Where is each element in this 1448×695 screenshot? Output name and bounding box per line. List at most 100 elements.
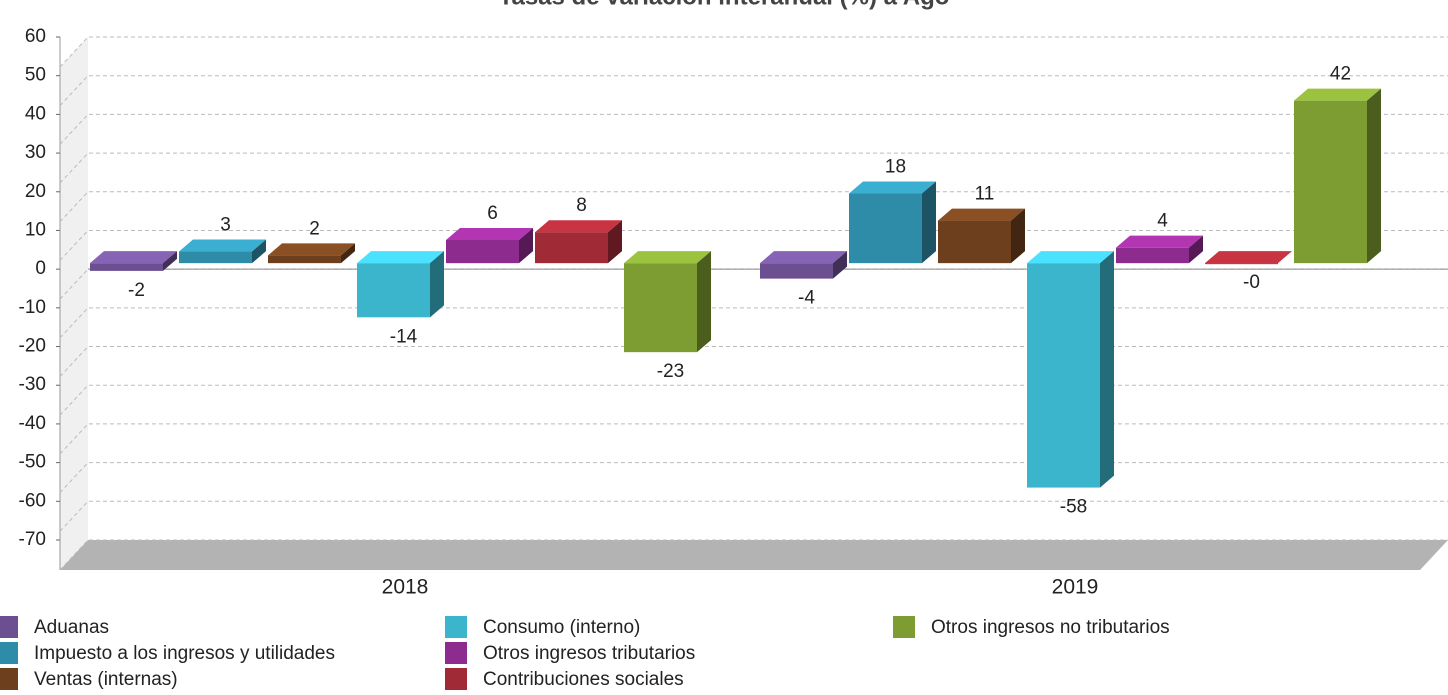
value-label: 8 [576, 195, 587, 216]
bar [624, 251, 711, 353]
value-label: -58 [1060, 497, 1087, 518]
bar-top [179, 239, 266, 252]
y-tick-label: 40 [25, 103, 46, 124]
bar-top [1294, 88, 1381, 101]
grid-line [59, 384, 1448, 416]
grid-line [59, 36, 1448, 68]
bar-side [922, 181, 936, 264]
legend-swatch [445, 668, 467, 690]
bar-top [760, 251, 847, 264]
grid-line [59, 346, 1448, 377]
grid-line [59, 191, 1448, 223]
legend-swatch [445, 616, 467, 638]
legend-swatch [893, 616, 915, 638]
grid-line [59, 307, 1448, 339]
value-label: -2 [128, 280, 145, 301]
x-tick-label: 2018 [382, 576, 429, 599]
legend-swatch [0, 642, 18, 664]
value-label: 6 [487, 203, 498, 224]
legend-label: Aduanas [34, 617, 109, 638]
side-wall [60, 37, 88, 570]
bar [938, 208, 1025, 264]
bar [1027, 251, 1114, 488]
bar-side [608, 220, 622, 264]
bar [1294, 88, 1381, 264]
bar-side [1189, 235, 1203, 264]
legend-label: Contribuciones sociales [483, 669, 684, 690]
grid-line [59, 423, 1448, 455]
bar-front [1027, 263, 1100, 488]
bar-top [624, 251, 711, 264]
bar-side [1367, 88, 1381, 264]
value-label: 18 [885, 157, 906, 178]
bar-front [179, 251, 252, 264]
bar [535, 220, 622, 264]
y-tick-label: 10 [25, 219, 46, 240]
floor [60, 540, 1448, 570]
bar-front [1294, 100, 1367, 264]
bar-front [760, 263, 833, 279]
legend-swatch [0, 616, 18, 638]
bar [849, 181, 936, 264]
y-tick-label: 30 [25, 142, 46, 163]
value-label: -23 [657, 361, 684, 382]
grid-line [59, 268, 1448, 300]
value-label: -14 [390, 326, 418, 347]
value-label: 3 [220, 215, 231, 236]
bar-top [535, 220, 622, 233]
bar-top [90, 251, 177, 264]
y-tick-label: 0 [35, 258, 46, 279]
legend-label: Impuesto a los ingresos y utilidades [34, 643, 335, 664]
bar-side [833, 251, 847, 279]
bar-top [357, 251, 444, 264]
bar-top [1027, 251, 1114, 264]
y-tick-label: -30 [19, 374, 46, 395]
bar-side [519, 227, 533, 264]
bar-top [1205, 251, 1292, 264]
bar-side [697, 251, 711, 353]
bar-side [163, 251, 177, 271]
value-label: 11 [975, 184, 995, 205]
grid-line [59, 152, 1448, 184]
bar-top [849, 181, 936, 194]
y-tick-label: 60 [25, 26, 46, 47]
bar-front [535, 232, 608, 264]
value-label: -0 [1243, 272, 1260, 293]
bar-top [1116, 235, 1203, 248]
bar-front [1116, 247, 1189, 264]
value-label: 2 [309, 218, 320, 239]
bar [1205, 251, 1292, 265]
x-tick-label: 2019 [1052, 576, 1099, 599]
legend-label: Otros ingresos no tributarios [931, 617, 1170, 638]
chart-title: Tasas de variación interanual (%) a Ago [499, 0, 950, 10]
y-tick-label: -70 [19, 529, 46, 550]
value-label: -4 [798, 288, 815, 309]
bar-front [938, 220, 1011, 264]
bar-front [357, 263, 430, 318]
bar-side [1100, 251, 1114, 488]
legend-label: Ventas (internas) [34, 669, 178, 690]
grid-line [59, 462, 1448, 493]
bar-top [446, 227, 533, 240]
bar-side [430, 251, 444, 318]
y-tick-label: 50 [25, 65, 46, 86]
y-tick-label: -20 [19, 336, 46, 357]
grid-line [59, 113, 1448, 145]
bar [179, 239, 266, 264]
bar-side [252, 239, 266, 264]
y-tick-label: -60 [19, 490, 46, 511]
bar-front [849, 193, 922, 264]
value-label: 4 [1157, 211, 1168, 232]
legend-label: Consumo (interno) [483, 617, 640, 638]
bar [446, 227, 533, 264]
bar-front [90, 263, 163, 271]
bar-top [268, 243, 355, 256]
legend-label: Otros ingresos tributarios [483, 643, 695, 664]
bar [268, 243, 355, 264]
bar-top [938, 208, 1025, 221]
y-tick-label: 20 [25, 181, 46, 202]
legend-swatch [0, 668, 18, 690]
bar-side [341, 243, 355, 264]
bar-front [1205, 263, 1278, 265]
bar-front [624, 263, 697, 353]
